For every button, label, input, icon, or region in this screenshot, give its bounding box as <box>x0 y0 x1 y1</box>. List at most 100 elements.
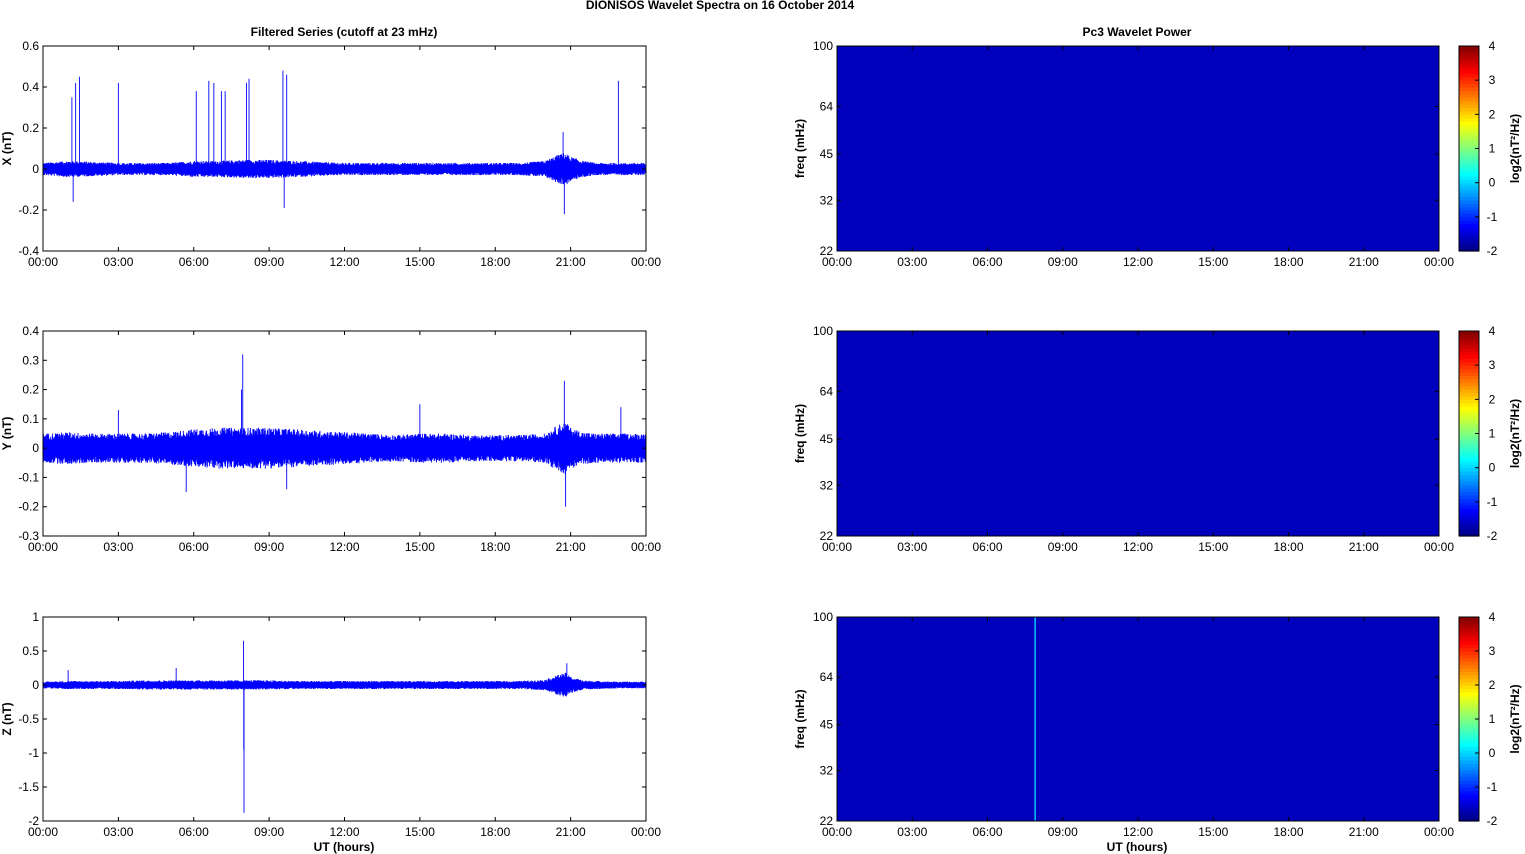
colorbar-swatch <box>1459 66 1479 71</box>
colorbar-swatch <box>1459 630 1479 635</box>
sp-xtick-label: 00:00 <box>1424 255 1454 269</box>
colorbar-swatch <box>1459 477 1479 482</box>
colorbar-swatch <box>1459 189 1479 194</box>
colorbar-swatch <box>1459 719 1479 723</box>
ytick-label: -1.5 <box>18 780 39 794</box>
ytick-label: -0.2 <box>18 500 39 514</box>
ts-xtick-label: 06:00 <box>179 540 209 554</box>
colorbar-swatch <box>1459 661 1479 666</box>
colorbar-swatch <box>1459 644 1479 649</box>
sp-xtick-label: 06:00 <box>972 540 1002 554</box>
colorbar-swatch <box>1459 668 1479 672</box>
sp-xtick-label: 12:00 <box>1123 540 1153 554</box>
x-axis-label-left: UT (hours) <box>314 840 375 854</box>
colorbar-swatch <box>1459 210 1479 215</box>
ytick-label: 0.4 <box>22 80 39 94</box>
right-column-title: Pc3 Wavelet Power <box>1083 25 1192 39</box>
colorbar-tick-label: 0 <box>1489 176 1496 190</box>
colorbar-swatch <box>1459 182 1479 187</box>
colorbar-tick-label: -1 <box>1487 495 1498 509</box>
colorbar-swatch <box>1459 69 1479 74</box>
sp-xtick-label: 03:00 <box>897 255 927 269</box>
y-axis-label: freq (mHz) <box>793 119 807 178</box>
ts-xtick-label: 00:00 <box>28 255 58 269</box>
colorbar-swatch <box>1459 114 1479 119</box>
colorbar-swatch <box>1459 685 1479 689</box>
colorbar-swatch <box>1459 467 1479 472</box>
colorbar-swatch <box>1459 634 1479 638</box>
colorbar-swatch <box>1459 430 1479 435</box>
colorbar-swatch <box>1459 385 1479 390</box>
colorbar-swatch <box>1459 141 1479 146</box>
colorbar-swatch <box>1459 488 1479 493</box>
sp-xtick-label: 03:00 <box>897 825 927 839</box>
colorbar-swatch <box>1459 227 1479 232</box>
colorbar-swatch <box>1459 145 1479 150</box>
colorbar-swatch <box>1459 348 1479 353</box>
figure-title: DIONISOS Wavelet Spectra on 16 October 2… <box>586 0 855 12</box>
colorbar-swatch <box>1459 240 1479 245</box>
sp-xtick-label: 12:00 <box>1123 255 1153 269</box>
colorbar: -2 -1 0 1 2 3 4 log2(nT²/Hz) <box>1458 324 1522 543</box>
ytick-label: 0.5 <box>22 644 39 658</box>
colorbar-swatch <box>1459 732 1479 737</box>
colorbar-swatch <box>1459 341 1479 346</box>
colorbar-swatch <box>1459 368 1479 373</box>
ts-xtick-label: 18:00 <box>480 540 510 554</box>
colorbar-swatch <box>1459 165 1479 170</box>
colorbar-swatch <box>1459 447 1479 452</box>
y-axis-label: Z (nT) <box>0 702 14 735</box>
ytick-label: 0 <box>32 678 39 692</box>
colorbar-swatch <box>1459 365 1479 370</box>
ts-xtick-label: 03:00 <box>103 540 133 554</box>
colorbar-swatch <box>1459 508 1479 513</box>
colorbar-swatch <box>1459 426 1479 431</box>
colorbar-swatch <box>1459 196 1479 201</box>
colorbar-swatch <box>1459 199 1479 204</box>
ytick-label: 64 <box>820 384 834 398</box>
colorbar-swatch <box>1459 654 1479 659</box>
colorbar-swatch <box>1459 344 1479 349</box>
sp-xtick-label: 09:00 <box>1048 825 1078 839</box>
colorbar-swatch <box>1459 409 1479 414</box>
colorbar-swatch <box>1459 52 1479 57</box>
sp-xtick-label: 21:00 <box>1349 255 1379 269</box>
colorbar-swatch <box>1459 617 1479 621</box>
colorbar-swatch <box>1459 770 1479 774</box>
colorbar-swatch <box>1459 481 1479 486</box>
colorbar-swatch <box>1459 104 1479 109</box>
ytick-label: -1 <box>28 746 39 760</box>
sp-xtick-label: 06:00 <box>972 825 1002 839</box>
colorbar-swatch <box>1459 471 1479 476</box>
colorbar-swatch <box>1459 637 1479 642</box>
sp-xtick-label: 03:00 <box>897 540 927 554</box>
colorbar-swatch <box>1459 87 1479 92</box>
colorbar-swatch <box>1459 725 1479 730</box>
ts-xtick-label: 09:00 <box>254 825 284 839</box>
ytick-label: -0.4 <box>18 244 39 258</box>
colorbar-swatch <box>1459 657 1479 662</box>
ytick-label: 45 <box>820 718 834 732</box>
colorbar-swatch <box>1459 739 1479 744</box>
colorbar-swatch <box>1459 155 1479 160</box>
colorbar-swatch <box>1459 63 1479 68</box>
colorbar-swatch <box>1459 375 1479 380</box>
colorbar-swatch <box>1459 392 1479 397</box>
colorbar-swatch <box>1459 766 1479 771</box>
trace-x <box>42 153 647 185</box>
colorbar-swatch <box>1459 515 1479 520</box>
colorbar-swatch <box>1459 433 1479 438</box>
ytick-label: 0.6 <box>22 39 39 53</box>
ts-xtick-label: 00:00 <box>631 255 661 269</box>
colorbar-swatch <box>1459 763 1479 768</box>
colorbar-swatch <box>1459 495 1479 500</box>
ytick-label: -0.3 <box>18 529 39 543</box>
colorbar-swatch <box>1459 213 1479 218</box>
colorbar-swatch <box>1459 378 1479 383</box>
colorbar-swatch <box>1459 746 1479 751</box>
colorbar-swatch <box>1459 233 1479 238</box>
colorbar-swatch <box>1459 372 1479 377</box>
sp-xtick-label: 00:00 <box>1424 825 1454 839</box>
colorbar-swatch <box>1459 474 1479 479</box>
